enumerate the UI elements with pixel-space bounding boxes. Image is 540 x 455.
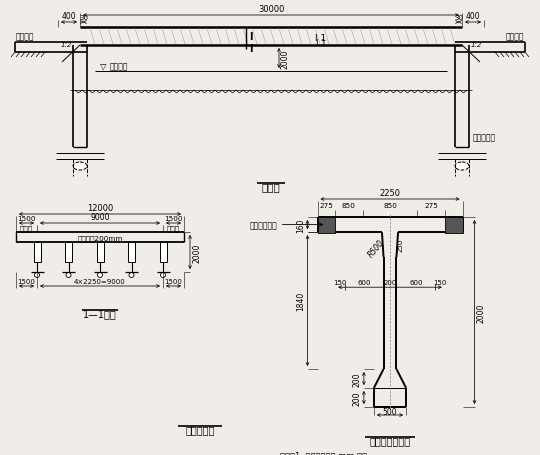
Circle shape (66, 273, 71, 278)
Bar (97, 243, 104, 263)
Text: 铺装层厚200mm: 铺装层厚200mm (77, 235, 123, 242)
Text: 钻孔灌注桩: 钻孔灌注桩 (473, 133, 496, 142)
Text: 275: 275 (424, 202, 438, 208)
Text: 2000: 2000 (192, 243, 201, 262)
Text: 200: 200 (353, 371, 362, 386)
Text: 桥头搭板: 桥头搭板 (505, 32, 524, 41)
Text: 400: 400 (465, 12, 480, 21)
Text: I 1: I 1 (316, 39, 326, 48)
Text: 1:2: 1:2 (470, 42, 482, 48)
Bar (128, 243, 135, 263)
Text: 150: 150 (433, 279, 447, 286)
Text: 600: 600 (409, 279, 422, 286)
Text: 1:2: 1:2 (60, 42, 72, 48)
Text: 1840: 1840 (296, 291, 306, 311)
Text: 1500: 1500 (164, 216, 183, 222)
Text: 1500: 1500 (17, 216, 36, 222)
Bar (65, 243, 72, 263)
Bar (159, 243, 166, 263)
Text: 立面图: 立面图 (261, 182, 280, 192)
Text: 现浇混凝土段: 现浇混凝土段 (249, 221, 278, 230)
Text: 2250: 2250 (380, 188, 401, 197)
Text: 400: 400 (62, 12, 76, 21)
Text: 2000: 2000 (476, 303, 485, 322)
Text: I: I (249, 32, 253, 42)
Text: 4×2250=9000: 4×2250=9000 (74, 278, 126, 284)
Text: 人行道: 人行道 (20, 225, 33, 232)
Text: 850: 850 (383, 202, 397, 208)
Text: 500: 500 (383, 407, 397, 416)
Circle shape (160, 273, 165, 278)
Bar (318, 217, 335, 234)
Text: 桥梁布置图: 桥梁布置图 (185, 424, 215, 434)
Circle shape (98, 273, 103, 278)
Text: 30: 30 (79, 15, 88, 21)
Text: 9000: 9000 (90, 212, 110, 222)
Text: 200: 200 (353, 390, 362, 405)
Text: 人行道: 人行道 (167, 225, 180, 232)
Bar (33, 243, 40, 263)
Text: ▽: ▽ (100, 62, 106, 71)
Text: 160: 160 (296, 218, 306, 233)
Text: 12000: 12000 (87, 203, 113, 212)
Text: 1—1断面: 1—1断面 (83, 308, 117, 318)
Text: 桥头搭板: 桥头搭板 (16, 32, 35, 41)
Text: 中梁横断面大样: 中梁横断面大样 (369, 435, 410, 445)
Text: R500: R500 (366, 238, 386, 259)
Text: I: I (249, 44, 253, 54)
Text: 250: 250 (397, 238, 403, 252)
Text: 600: 600 (357, 279, 371, 286)
Text: 2000: 2000 (281, 49, 290, 69)
Text: 275: 275 (320, 202, 333, 208)
Text: I 1: I 1 (315, 34, 327, 43)
Text: 1500: 1500 (165, 278, 183, 284)
Text: 1500: 1500 (18, 278, 36, 284)
Text: 850: 850 (342, 202, 356, 208)
Text: 30000: 30000 (258, 5, 284, 14)
Text: 设计水位: 设计水位 (110, 62, 129, 71)
Circle shape (129, 273, 134, 278)
Text: 30: 30 (454, 15, 463, 21)
Text: 200: 200 (383, 279, 397, 286)
Text: 附注：1. 图中单位均以 mm 计。: 附注：1. 图中单位均以 mm 计。 (280, 450, 367, 455)
Bar (445, 217, 462, 234)
Text: 150: 150 (333, 279, 347, 286)
Circle shape (35, 273, 39, 278)
Ellipse shape (73, 162, 87, 171)
Ellipse shape (455, 162, 469, 171)
